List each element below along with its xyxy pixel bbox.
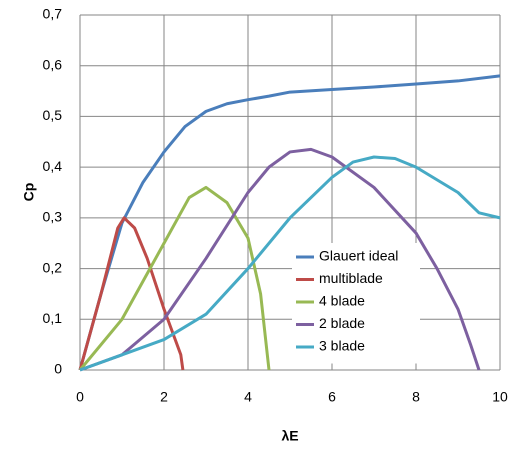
series-line xyxy=(79,147,481,372)
series-line xyxy=(79,155,501,372)
y-axis-title: Cp xyxy=(21,183,37,202)
y-tick-label: 0,3 xyxy=(43,209,63,225)
series-line xyxy=(78,74,501,371)
y-tick-label: 0,6 xyxy=(43,56,63,72)
y-tick-label: 0,1 xyxy=(43,310,63,326)
legend-label: multiblade xyxy=(319,270,383,286)
y-tick-label: 0,7 xyxy=(43,6,63,22)
x-tick-label: 2 xyxy=(160,389,168,405)
series-line xyxy=(78,185,271,371)
y-tick-label: 0,4 xyxy=(43,158,63,174)
x-tick-label: 0 xyxy=(76,389,84,405)
series-line xyxy=(78,216,185,371)
y-tick-label: 0,2 xyxy=(43,259,63,275)
x-tick-label: 6 xyxy=(328,389,336,405)
x-tick-label: 4 xyxy=(244,389,252,405)
legend-label: 2 blade xyxy=(319,315,365,331)
y-tick-label: 0 xyxy=(54,361,62,377)
y-tick-label: 0,5 xyxy=(43,107,63,123)
legend-label: 4 blade xyxy=(319,293,365,309)
x-axis-title: λE xyxy=(281,428,298,444)
x-tick-label: 8 xyxy=(412,389,420,405)
x-tick-label: 10 xyxy=(492,389,508,405)
legend-label: Glauert ideal xyxy=(319,248,398,264)
legend-label: 3 blade xyxy=(319,338,365,354)
